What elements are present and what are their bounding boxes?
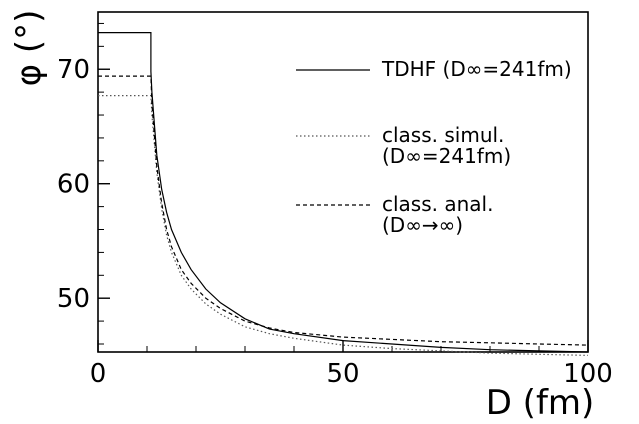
legend: TDHF (D∞=241fm) class. simul. (D∞=241fm)… [296,57,572,237]
x-tick-label: 0 [90,359,107,389]
series-line-solid [98,32,589,353]
y-tick-label: 50 [57,284,90,314]
series-group [98,32,589,356]
legend-label-anal-1: class. anal. [382,192,493,216]
legend-label-tdhf: TDHF (D∞=241fm) [381,57,572,81]
y-tick-label: 60 [57,170,90,200]
x-tick-label: 50 [326,359,359,389]
y-tick-label: 70 [57,55,90,85]
x-axis-title: D (fm) [486,383,595,423]
legend-label-simul-2: (D∞=241fm) [382,144,511,168]
legend-label-simul-1: class. simul. [382,123,504,147]
series-line-dotted [98,95,589,356]
series-line-dashed [98,75,589,346]
legend-label-anal-2: (D∞→∞) [382,213,463,237]
y-axis-title: φ (°) [9,10,49,87]
x-tick-label: 100 [563,359,613,389]
ticks: 0 50 100 50 60 70 [57,22,613,389]
